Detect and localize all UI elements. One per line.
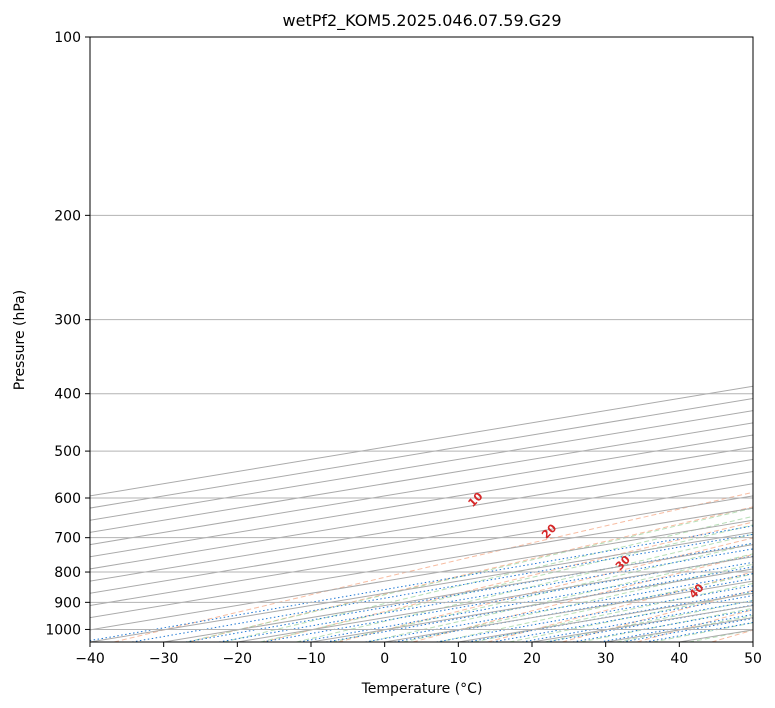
dry-adiabat-line	[487, 571, 753, 642]
x-tick-label: 30	[597, 651, 615, 667]
mixing-ratio-line	[365, 573, 753, 642]
x-tick-label: −20	[223, 651, 253, 667]
mixing-ratio-line	[131, 533, 753, 642]
moist-adiabat-line	[402, 563, 753, 642]
y-tick-label: 1000	[45, 622, 81, 638]
moist-adiabat-line	[331, 543, 753, 642]
plot-frame	[89, 36, 754, 643]
x-tick-label: 50	[744, 651, 762, 667]
isotherm-line	[90, 483, 753, 594]
y-tick-label: 500	[54, 444, 81, 460]
y-tick-label: 800	[54, 565, 81, 581]
x-tick-label: −40	[75, 651, 105, 667]
isotherm-line	[90, 471, 753, 582]
x-tick-label: 10	[449, 651, 467, 667]
isotherm-line	[90, 495, 753, 606]
x-tick-label: −10	[296, 651, 326, 667]
y-axis-label: Pressure (hPa)	[12, 290, 28, 390]
y-tick-label: 600	[54, 491, 81, 507]
x-tick-label: 40	[670, 651, 688, 667]
isotherm-line	[90, 458, 753, 570]
isotherm-line	[90, 434, 753, 546]
y-tick-label: 300	[54, 313, 81, 329]
x-tick-label: 20	[523, 651, 541, 667]
moist-adiabat-line	[296, 533, 753, 642]
isotherm-line	[90, 531, 753, 642]
dry-adiabat-line	[338, 537, 753, 642]
y-tick-label: 700	[54, 531, 81, 547]
x-tick-label: 0	[380, 651, 389, 667]
dry-adiabat-line	[188, 506, 753, 642]
moist-adiabat-line	[187, 507, 753, 642]
x-tick-label: −30	[149, 651, 179, 667]
axes: −40 −30 −20 −10 0 10 20 30 40 50 100 200 300 400 500 60…	[45, 30, 762, 667]
y-tick-label: 400	[54, 387, 81, 403]
mixing-ratio-line	[326, 566, 753, 642]
chart-title: wetPf2_KOM5.2025.046.07.59.G29	[282, 11, 561, 31]
dry-adiabat-line	[113, 491, 753, 642]
y-tick-label: 200	[54, 208, 81, 224]
mixing-ratio-line	[299, 561, 753, 642]
isotherm-line	[90, 507, 753, 619]
isotherm-line	[90, 519, 753, 631]
grid-layer	[90, 37, 753, 642]
isotherm-line	[90, 446, 753, 558]
y-tick-label: 900	[54, 595, 81, 611]
x-axis-label: Temperature (°C)	[361, 681, 483, 697]
y-tick-label: 100	[54, 30, 81, 46]
